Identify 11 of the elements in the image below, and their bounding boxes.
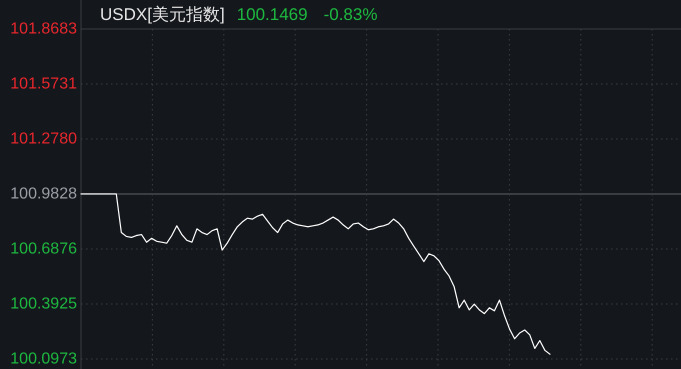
y-tick-label: 100.9828 — [10, 186, 78, 202]
y-tick-label: 100.3925 — [10, 295, 78, 312]
y-tick-label: 100.6876 — [10, 240, 78, 258]
text: -0.83% — [324, 5, 378, 24]
y-tick-label: 101.2780 — [10, 130, 78, 148]
chart-title: USDX[美元指数] — [100, 5, 225, 24]
y-tick-label: 101.8683 — [10, 20, 78, 38]
y-tick-label: 100.0973 — [10, 350, 78, 368]
y-tick-label: 101.5731 — [10, 76, 78, 93]
line-series — [80, 193, 551, 355]
text: 100.1469 — [236, 5, 308, 24]
